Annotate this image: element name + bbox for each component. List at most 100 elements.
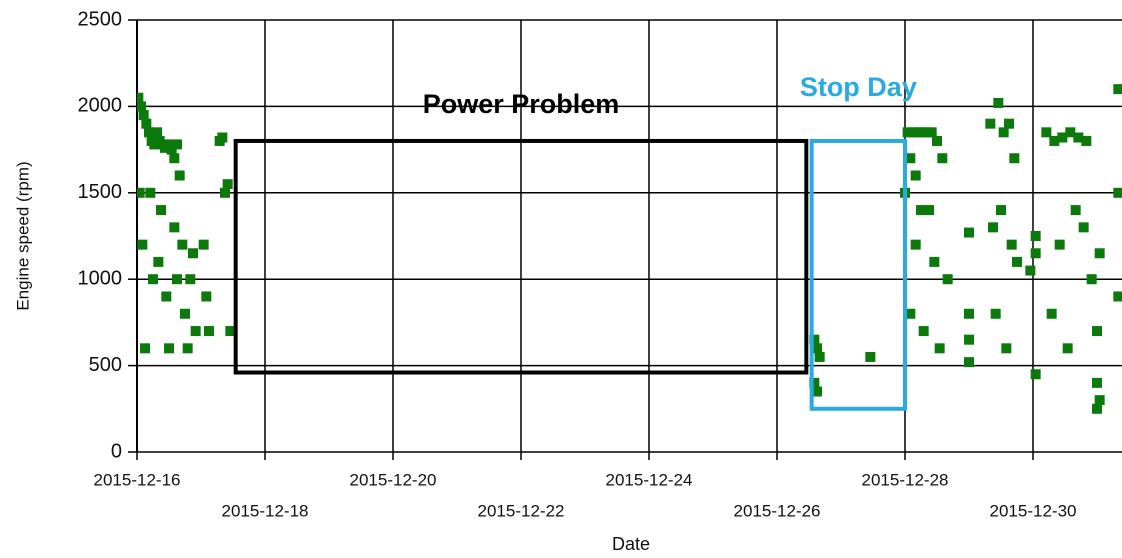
y-tick-label: 0 [111,440,122,462]
point [924,205,934,216]
annotation-label: Power Problem [423,89,620,119]
point [1062,343,1073,354]
point [225,326,236,337]
point [188,248,198,259]
point [1092,403,1102,414]
point [1006,239,1017,250]
point [865,351,876,362]
point [145,187,156,198]
y-tick-label: 1500 [78,181,123,203]
point [1046,308,1057,319]
point [198,239,209,250]
point [908,127,918,138]
point [172,274,182,285]
point [937,153,948,164]
x-tick-label: 2015-12-16 [94,470,181,489]
x-tick-label: 2015-12-26 [734,501,821,520]
point [140,343,150,354]
point [921,127,932,138]
point [814,351,825,362]
annotation-box [809,138,908,411]
point [988,222,998,233]
point [964,308,974,319]
point [1012,256,1022,267]
x-tick-label: 2015-12-22 [478,501,565,520]
point [1065,127,1076,138]
point [812,343,822,354]
point [1049,135,1060,146]
point [1030,231,1041,241]
point [217,132,228,143]
point [153,256,164,267]
point [993,97,1004,108]
point [1030,248,1041,259]
point [161,291,172,302]
point [156,205,166,216]
point [1004,118,1014,129]
point [1057,132,1068,143]
point [1113,84,1122,95]
point [1094,248,1105,259]
point [1041,127,1052,138]
point [910,170,921,181]
point [809,377,820,388]
point [964,357,974,368]
x-tick-label: 2015-12-24 [606,470,693,489]
point [1113,291,1122,302]
point [964,227,974,238]
y-tick-label: 1000 [78,267,123,289]
grid: 0 500 1000 1500 2000 2500 2015-12-16 2015-12-18… [78,8,1122,520]
point [190,326,201,337]
point [1054,239,1065,250]
point [137,92,144,103]
annotation-label: Stop Day [800,72,917,102]
point [1025,265,1036,276]
point [144,127,154,138]
point [201,291,212,302]
point [164,139,174,150]
point [148,274,158,285]
point [172,139,182,150]
point [1001,343,1012,354]
point [138,110,149,121]
point [180,308,190,319]
point [1078,222,1089,233]
point [964,334,974,345]
point [990,308,1001,319]
x-tick-label: 2015-12-28 [862,470,949,489]
point [985,118,996,129]
y-tick-label: 2000 [78,95,123,117]
point [149,139,160,150]
point [164,343,174,354]
point [1086,274,1097,285]
point [185,274,196,285]
point [137,239,148,250]
point [1092,326,1102,337]
x-tick-label: 2015-12-20 [350,470,437,489]
point [166,144,177,155]
point [932,135,942,146]
annotation-box [233,138,809,375]
point [152,127,162,138]
point [942,274,953,285]
point [1081,135,1092,146]
marks [137,84,1122,414]
annotations: Power Problem Stop Day [233,72,917,411]
point [177,239,188,250]
point [905,153,916,164]
point [916,127,926,138]
x-tick-label: 2015-12-18 [222,501,309,520]
point [141,118,152,129]
point [809,334,820,345]
point [220,187,230,198]
point [934,343,945,354]
point [916,205,926,216]
point [169,153,180,164]
point [1030,369,1041,380]
point [1113,187,1122,198]
x-tick-label: 2015-12-30 [990,501,1077,520]
x-axis-label: Date [612,534,650,554]
point [1092,377,1102,388]
y-axis-label: Engine speed (rpm) [13,161,32,310]
